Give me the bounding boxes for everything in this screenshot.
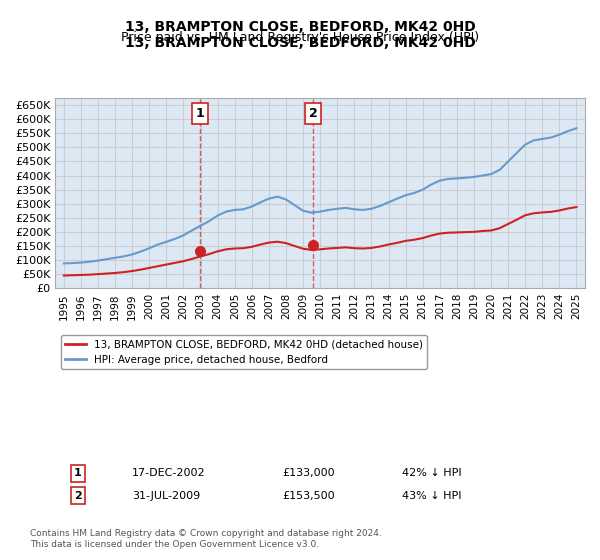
Text: 42% ↓ HPI: 42% ↓ HPI <box>402 468 461 478</box>
Text: 17-DEC-2002: 17-DEC-2002 <box>132 468 206 478</box>
Text: Price paid vs. HM Land Registry's House Price Index (HPI): Price paid vs. HM Land Registry's House … <box>121 31 479 44</box>
Text: 43% ↓ HPI: 43% ↓ HPI <box>402 491 461 501</box>
Text: 2: 2 <box>308 107 317 120</box>
Text: 13, BRAMPTON CLOSE, BEDFORD, MK42 0HD: 13, BRAMPTON CLOSE, BEDFORD, MK42 0HD <box>125 36 475 50</box>
Text: 13, BRAMPTON CLOSE, BEDFORD, MK42 0HD: 13, BRAMPTON CLOSE, BEDFORD, MK42 0HD <box>125 20 475 34</box>
Legend: 13, BRAMPTON CLOSE, BEDFORD, MK42 0HD (detached house), HPI: Average price, deta: 13, BRAMPTON CLOSE, BEDFORD, MK42 0HD (d… <box>61 335 427 368</box>
Text: 31-JUL-2009: 31-JUL-2009 <box>132 491 200 501</box>
Text: 1: 1 <box>74 468 82 478</box>
Text: £153,500: £153,500 <box>282 491 335 501</box>
Text: 1: 1 <box>196 107 204 120</box>
Text: £133,000: £133,000 <box>282 468 335 478</box>
Text: 2: 2 <box>74 491 82 501</box>
Text: Contains HM Land Registry data © Crown copyright and database right 2024.
This d: Contains HM Land Registry data © Crown c… <box>30 529 382 549</box>
